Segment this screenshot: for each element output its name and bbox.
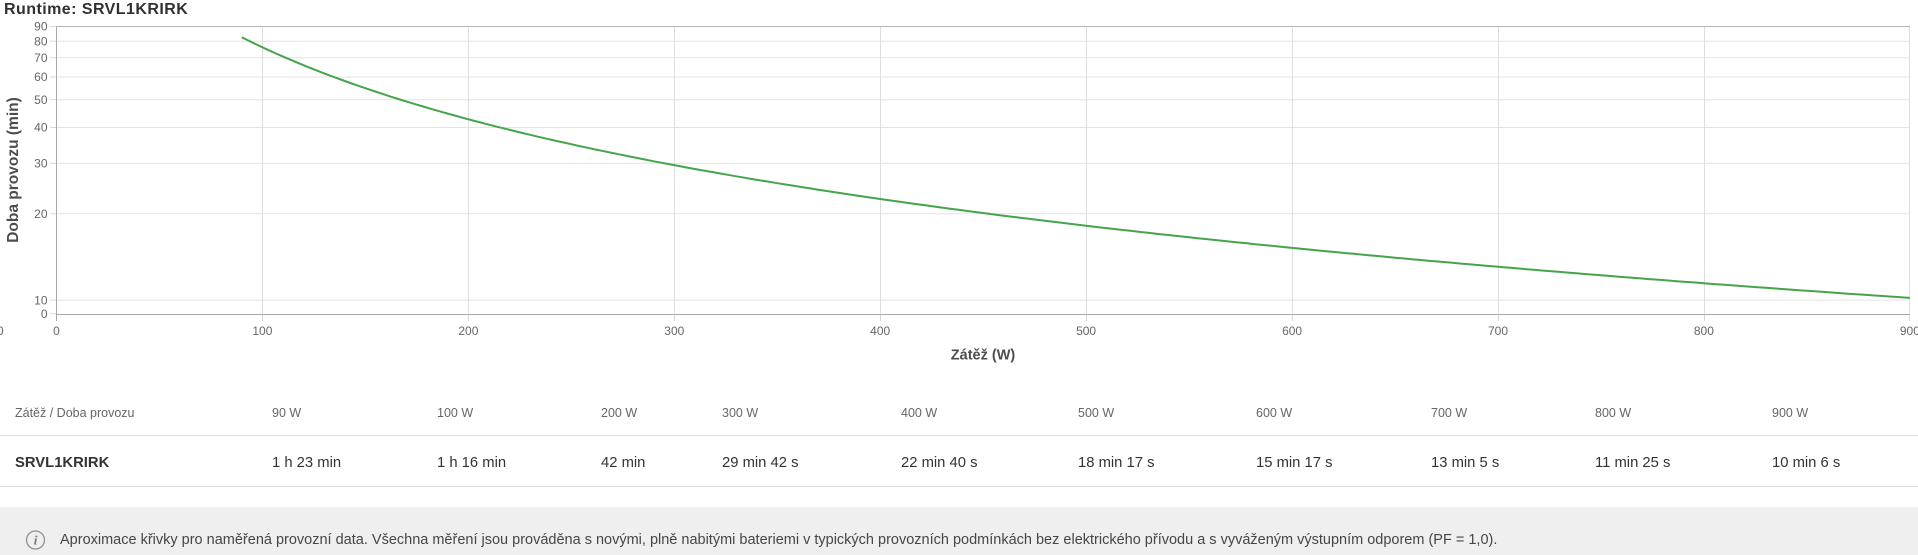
- svg-text:30: 30: [34, 157, 48, 171]
- svg-text:10: 10: [34, 293, 48, 307]
- svg-text:900: 900: [1900, 324, 1918, 338]
- svg-text:i: i: [34, 533, 38, 548]
- svg-text:400: 400: [870, 324, 890, 338]
- svg-text:90: 90: [34, 20, 48, 34]
- svg-text:100: 100: [252, 324, 272, 338]
- svg-text:500: 500: [1076, 324, 1096, 338]
- svg-text:70: 70: [34, 51, 48, 65]
- svg-text:600: 600: [1282, 324, 1302, 338]
- svg-text:0: 0: [41, 307, 48, 321]
- svg-text:80: 80: [34, 34, 48, 48]
- svg-text:60: 60: [34, 70, 48, 84]
- svg-text:0: 0: [53, 324, 60, 338]
- svg-text:40: 40: [34, 121, 48, 135]
- svg-text:20: 20: [34, 207, 48, 221]
- svg-text:Zátěž (W): Zátěž (W): [951, 348, 1016, 364]
- svg-text:50: 50: [34, 93, 48, 107]
- svg-text:800: 800: [1694, 324, 1714, 338]
- svg-text:0: 0: [0, 324, 4, 338]
- svg-text:200: 200: [458, 324, 478, 338]
- svg-text:700: 700: [1488, 324, 1508, 338]
- svg-text:Doba provozu (min): Doba provozu (min): [5, 97, 22, 243]
- svg-text:300: 300: [664, 324, 684, 338]
